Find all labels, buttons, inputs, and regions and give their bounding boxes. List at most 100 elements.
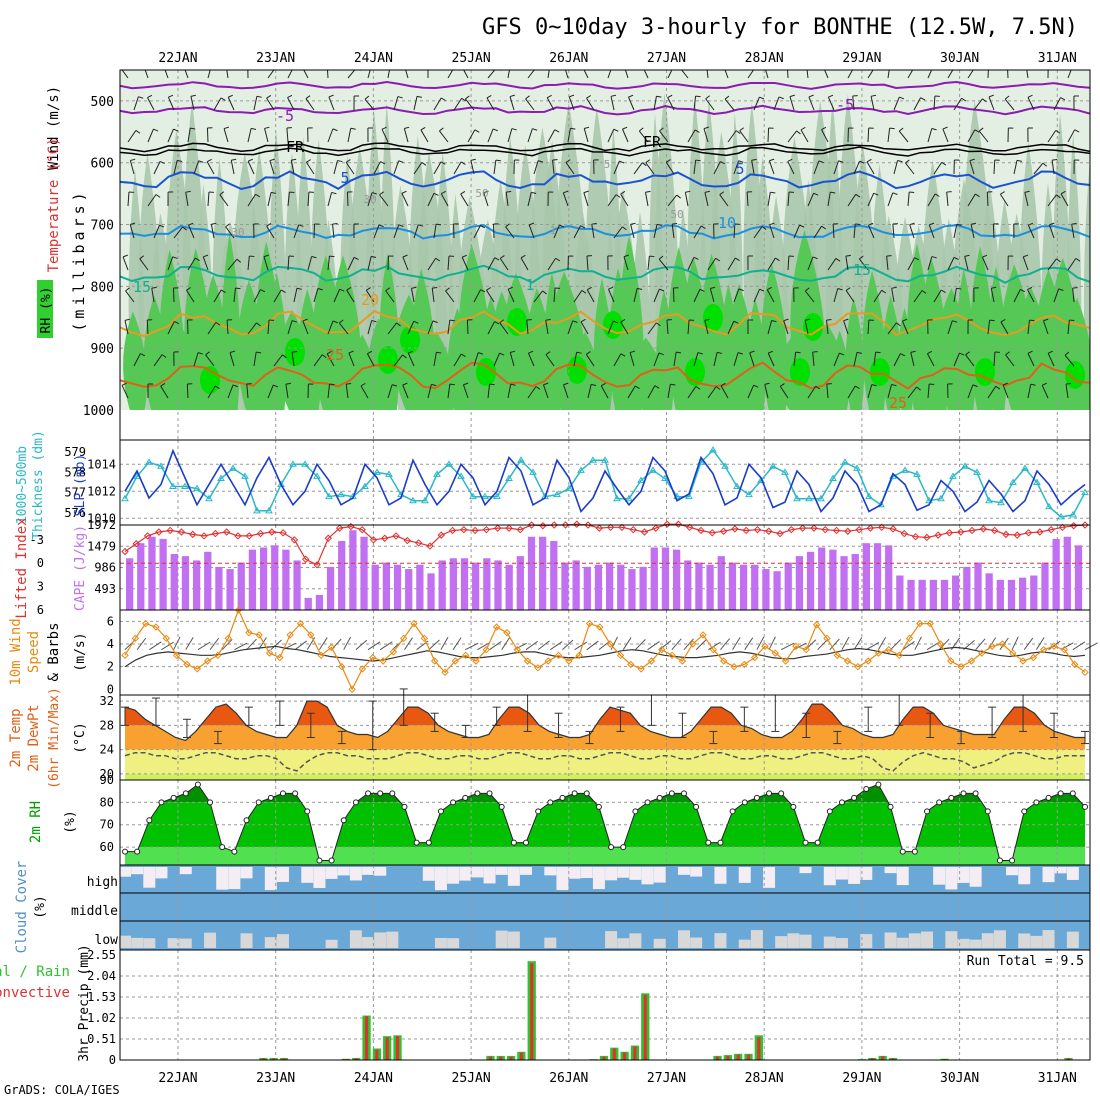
bottom-date-label: 31JAN: [1038, 1071, 1077, 1086]
wind-ylabel2: Speed: [26, 631, 42, 673]
upper-wind-barb-flag: [767, 350, 773, 354]
upper-wind-barb-flag: [188, 222, 194, 226]
rh-ytick: 90: [100, 773, 114, 787]
upper-wind-barb: [206, 127, 209, 143]
rh-marker: [559, 794, 566, 801]
lifted-index-marker: [697, 526, 705, 535]
wind10-barb: [197, 641, 211, 651]
upper-wind-barb: [493, 352, 500, 367]
upper-wind-barb-flag: [226, 63, 231, 64]
upper-wind-barb: [387, 70, 390, 79]
upper-wind-barb: [290, 160, 295, 175]
upper-wind-barb: [672, 287, 675, 303]
wind10-marker: [740, 660, 749, 669]
upper-wind-barb-flag: [371, 192, 377, 195]
upper-wind-barb-flag: [770, 191, 776, 194]
wind10-marker: [978, 649, 986, 657]
upper-wind-barb-flag: [329, 383, 335, 386]
upper-wind-barb: [826, 384, 829, 399]
upper-wind-barb-flag: [147, 94, 153, 99]
upper-wind-barb: [525, 98, 535, 111]
lifted-index-marker: [313, 561, 321, 569]
cloud-level-high: high: [87, 875, 118, 890]
cloud-high-bar: [495, 867, 508, 875]
upper-wind-barb-flag: [483, 190, 489, 194]
thickness-marker: [709, 446, 717, 453]
cloud-high-bar: [605, 867, 618, 881]
wind10-barb: [428, 639, 440, 651]
precip-conv-bar: [891, 1058, 895, 1060]
contour-label: 5: [735, 160, 744, 178]
rh-marker: [1009, 857, 1016, 864]
upper-wind-barb-flag: [734, 257, 740, 262]
upper-wind-barb: [427, 320, 434, 335]
cloud-high-bar: [349, 867, 362, 881]
cloud-high-bar: [860, 867, 873, 880]
wind10-marker: [926, 619, 934, 628]
upper-wind-barb: [684, 192, 689, 207]
upper-wind-barb: [326, 353, 335, 367]
rh-marker: [972, 790, 979, 797]
cloud-ylabel: Cloud Cover: [14, 861, 30, 954]
upper-wind-barb: [225, 226, 235, 239]
upper-wind-barb: [345, 162, 355, 175]
lifted-index-marker: [877, 523, 886, 532]
upper-wind-barb: [133, 96, 139, 111]
upper-wind-barb-flag: [855, 193, 861, 198]
upper-wind-barb-flag: [787, 158, 793, 162]
upper-wind-barb-flag: [172, 256, 178, 259]
rh-marker: [948, 794, 955, 801]
upper-wind-barb: [453, 98, 463, 111]
upper-wind-barb: [847, 70, 854, 79]
upper-wind-barb-flag: [401, 190, 407, 194]
cloud-low-bar: [131, 937, 144, 948]
upper-wind-barb-flag: [623, 254, 629, 258]
wind10-barb: [720, 638, 731, 650]
wind10-marker: [214, 651, 222, 660]
upper-wind-barb-flag: [397, 96, 403, 99]
rh-marker: [984, 808, 991, 815]
contour-label: 50: [670, 208, 683, 221]
upper-wind-barb-flag: [525, 95, 530, 100]
upper-wind-barb: [647, 256, 650, 271]
cape-bar: [137, 543, 145, 610]
upper-wind-barb-flag: [292, 350, 298, 353]
upper-wind-barb: [824, 70, 829, 79]
upper-wind-barb-flag: [364, 95, 370, 100]
upper-wind-barb: [993, 351, 996, 367]
upper-wind-barb: [546, 97, 555, 111]
cape-bar: [315, 594, 324, 610]
upper-wind-barb: [793, 224, 800, 239]
upper-wind-barb-flag: [719, 191, 725, 196]
upper-wind-barb: [764, 384, 769, 399]
upper-wind-barb: [542, 384, 549, 399]
upper-wind-barb-flag: [921, 290, 927, 294]
rh-marker: [170, 794, 177, 801]
upper-wind-barb-flag: [494, 257, 500, 261]
thickness-marker: [745, 490, 753, 498]
upper-wind-barb: [505, 192, 509, 207]
upper-wind-barb: [927, 256, 933, 271]
cloud-ylabel-unit: (%): [33, 895, 48, 918]
cloud-high-bar: [617, 867, 630, 878]
upper-wind-barb: [687, 320, 690, 335]
precip-conv-bar: [395, 1036, 400, 1060]
upper-wind-barb-flag: [173, 128, 179, 132]
upper-wind-barb: [787, 130, 797, 143]
upper-wind-barb-flag: [613, 65, 618, 67]
upper-wind-barb: [773, 96, 780, 111]
upper-wind-barb-flag: [956, 223, 962, 226]
upper-wind-barb: [487, 128, 494, 143]
cape-bar: [237, 562, 245, 610]
upper-wind-barb: [893, 353, 901, 367]
wind10-barb: [1072, 641, 1086, 651]
rh-marker: [1082, 803, 1088, 810]
upper-wind-barb-flag: [737, 352, 743, 355]
upper-wind-barb: [413, 162, 423, 175]
upper-wind-barb-flag: [486, 94, 492, 99]
wind10-marker: [761, 642, 769, 650]
upper-wind-barb: [927, 193, 936, 207]
cape-bar: [226, 569, 234, 610]
upper-wind-barb-flag: [749, 350, 755, 354]
